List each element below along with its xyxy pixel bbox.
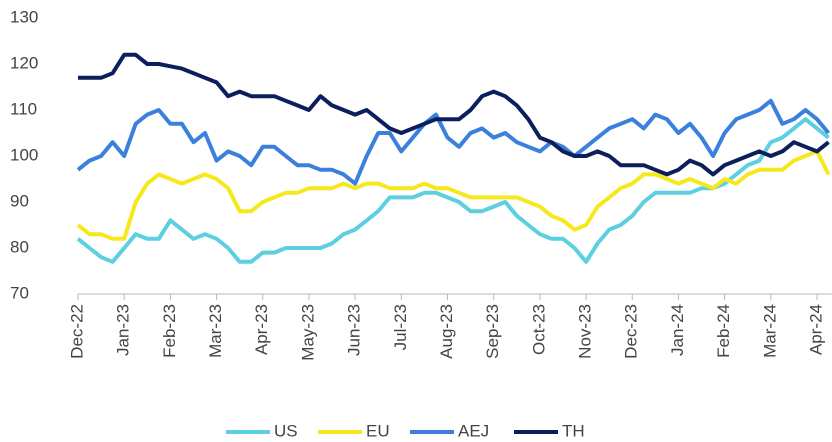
y-tick-label: 70: [10, 283, 29, 302]
y-tick-label: 110: [10, 99, 37, 118]
series-line: [76, 117, 830, 264]
x-tick-label: Oct-23: [529, 304, 548, 355]
x-tick-label: Feb-24: [714, 304, 733, 358]
y-tick-label: 100: [10, 145, 38, 164]
x-tick-label: Mar-24: [760, 304, 779, 358]
x-tick-label: Sep-23: [483, 304, 502, 359]
x-tick-label: Dec-22: [67, 304, 86, 359]
legend-label: US: [274, 421, 298, 440]
y-tick-label: 90: [10, 191, 29, 210]
x-tick-label: Mar-23: [206, 304, 225, 358]
x-tick-label: Apr-24: [806, 304, 825, 355]
y-tick-label: 120: [10, 53, 38, 72]
x-tick-label: Jan-23: [114, 304, 133, 356]
legend-label: EU: [366, 421, 390, 440]
x-tick-label: Dec-23: [622, 304, 641, 359]
y-tick-label: 80: [10, 237, 29, 256]
x-tick-label: Jan-24: [668, 304, 687, 356]
legend-label: AEJ: [458, 421, 489, 440]
legend-label: TH: [562, 421, 585, 440]
x-tick-label: Aug-23: [437, 304, 456, 359]
x-tick-label: Apr-23: [252, 304, 271, 355]
x-tick-label: Nov-23: [576, 304, 595, 359]
series-line: [76, 149, 831, 241]
x-tick-label: Jul-23: [391, 304, 410, 350]
series-line: [78, 52, 830, 177]
y-tick-label: 130: [10, 7, 38, 26]
x-tick-label: Jun-23: [345, 304, 364, 356]
x-tick-label: Feb-23: [160, 304, 179, 358]
x-tick-label: May-23: [298, 304, 317, 361]
series-line: [76, 98, 831, 186]
